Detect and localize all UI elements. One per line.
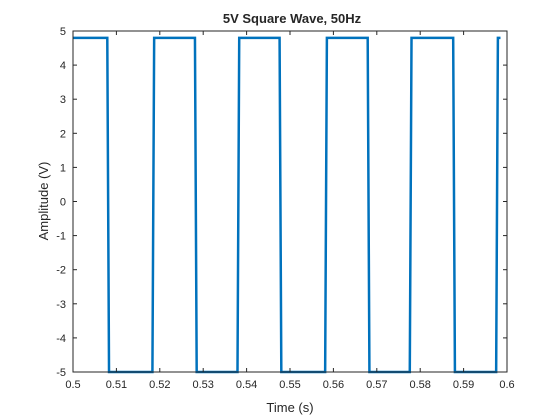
x-tick-label: 0.58 [409, 379, 430, 391]
y-tick-label: 0 [60, 197, 66, 209]
x-tick-label: 0.57 [366, 379, 387, 391]
chart-title: 5V Square Wave, 50Hz [223, 11, 362, 26]
x-tick-label: 0.59 [453, 379, 474, 391]
y-tick-label: -2 [56, 265, 66, 277]
y-tick-label: 5 [60, 26, 66, 38]
y-tick-label: -1 [56, 231, 66, 243]
y-tick-label: 4 [60, 60, 66, 72]
y-tick-label: 1 [60, 162, 66, 174]
x-tick-label: 0.56 [323, 379, 344, 391]
x-tick-label: 0.5 [65, 379, 80, 391]
x-tick-label: 0.54 [236, 379, 257, 391]
plot-area [72, 30, 508, 374]
y-tick-label: 3 [60, 94, 66, 106]
x-axis-ticks: 0.5 0.51 0.52 0.53 0.54 0.55 0.56 0.57 0.58 0.59 0… [65, 31, 515, 391]
x-tick-label: 0.52 [149, 379, 170, 391]
x-tick-label: 0.51 [106, 379, 127, 391]
x-tick-label: 0.6 [499, 379, 514, 391]
plot-background [73, 31, 507, 372]
y-axis-ticks: 5 4 3 2 1 0 -1 -2 -3 -4 -5 [56, 26, 507, 379]
y-tick-label: -4 [56, 333, 66, 345]
y-axis-label: Amplitude (V) [36, 162, 51, 241]
y-tick-label: -3 [56, 299, 66, 311]
x-axis-label: Time (s) [266, 400, 313, 415]
y-tick-label: 2 [60, 128, 66, 140]
x-tick-label: 0.53 [192, 379, 213, 391]
y-tick-label: -5 [56, 367, 66, 379]
x-tick-label: 0.55 [279, 379, 300, 391]
